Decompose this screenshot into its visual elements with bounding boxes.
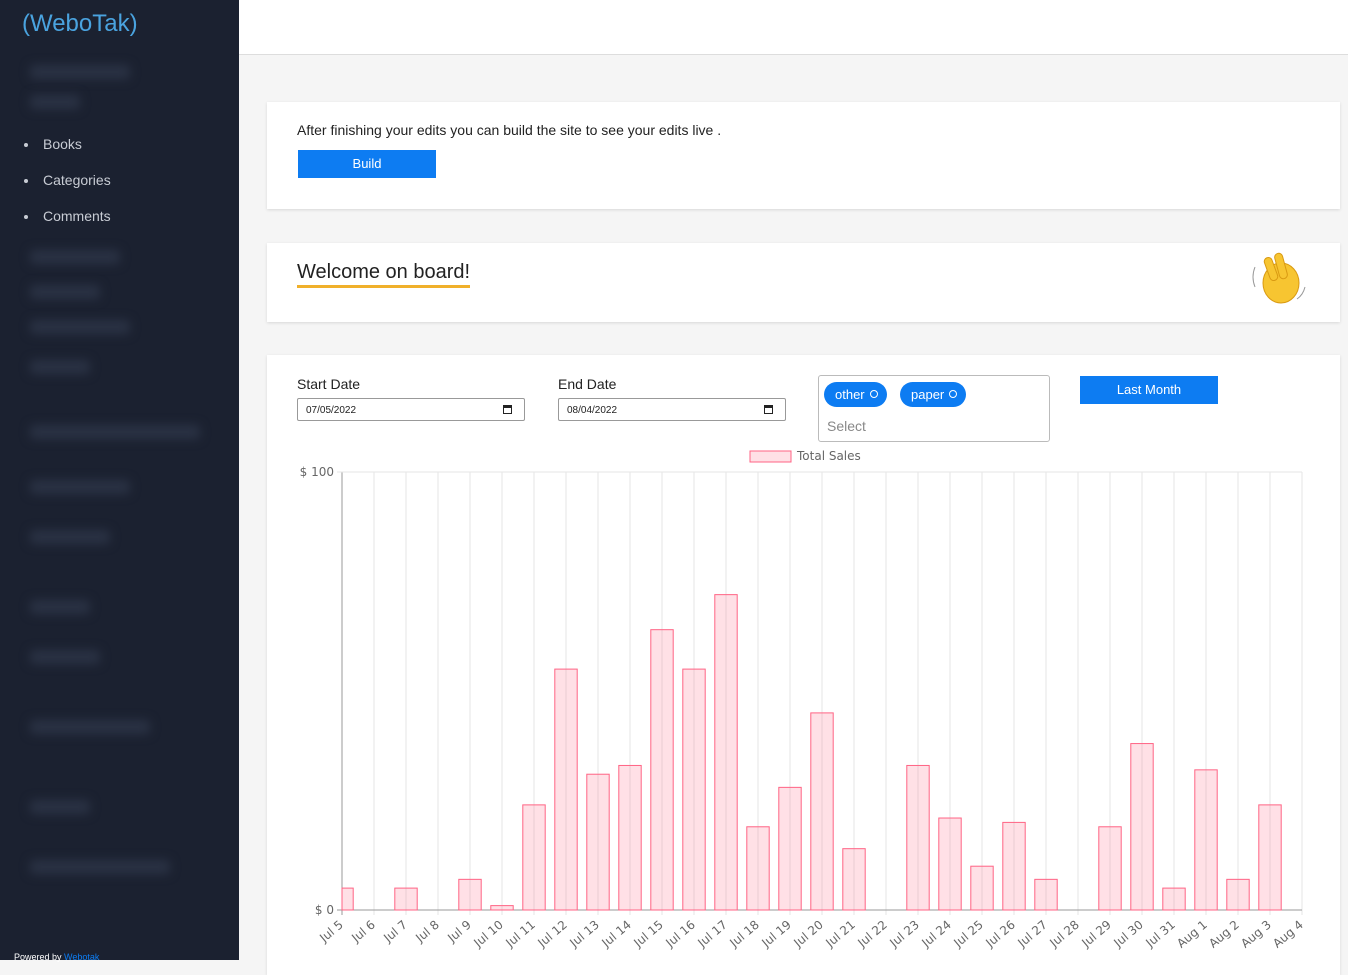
bar <box>490 905 514 911</box>
x-tick-label: Jul 9 <box>444 918 474 946</box>
start-date-input[interactable]: 07/05/2022 <box>297 398 525 421</box>
notice-card: After finishing your edits you can build… <box>267 102 1340 209</box>
bar <box>1034 878 1058 911</box>
x-tick-label: Jul 20 <box>790 918 825 951</box>
bar <box>746 826 770 911</box>
bar <box>554 668 578 911</box>
bar <box>522 804 546 911</box>
x-tick-label: Jul 27 <box>1014 918 1049 951</box>
welcome-card: Welcome on board! <box>267 243 1340 322</box>
logo[interactable]: (WeboTak) <box>22 10 138 37</box>
bar <box>1194 769 1218 911</box>
header <box>239 0 1348 55</box>
x-tick-label: Jul 23 <box>886 918 921 951</box>
x-tick-label: Jul 18 <box>726 918 761 951</box>
bar <box>1226 878 1250 911</box>
x-tick-label: Jul 26 <box>982 918 1017 951</box>
x-tick-label: Jul 13 <box>566 918 601 951</box>
x-tick-label: Jul 15 <box>630 918 665 951</box>
footer-text: Powered by <box>14 952 62 962</box>
x-tick-label: Jul 21 <box>822 918 857 951</box>
bar <box>938 817 962 911</box>
legend-swatch <box>749 450 792 463</box>
x-tick-label: Jul 31 <box>1142 918 1177 951</box>
menu-item[interactable]: Books <box>24 136 82 152</box>
x-tick-label: Jul 24 <box>918 918 953 951</box>
bar <box>650 629 674 911</box>
tag-chip[interactable]: other <box>824 382 887 407</box>
y-tick-label: $ 100 <box>300 465 334 479</box>
x-tick-label: Jul 22 <box>854 918 889 951</box>
x-tick-label: Jul 6 <box>348 918 378 946</box>
welcome-title: Welcome on board! <box>297 261 471 288</box>
x-tick-label: Jul 25 <box>950 918 985 951</box>
menu-item[interactable]: Comments <box>24 208 111 224</box>
x-tick-label: Jul 17 <box>694 918 729 951</box>
bar <box>778 786 802 911</box>
footer-link[interactable]: Webotak <box>64 952 100 962</box>
bar <box>1162 887 1186 911</box>
select-placeholder: Select <box>827 418 866 434</box>
bar <box>618 764 642 911</box>
start-label: Start Date <box>297 376 361 392</box>
bar <box>714 594 738 911</box>
bar <box>394 887 418 911</box>
bar <box>1258 804 1282 911</box>
x-tick-label: Aug 1 <box>1174 918 1210 951</box>
x-tick-label: Jul 5 <box>316 918 346 946</box>
bar <box>810 712 834 911</box>
bar <box>906 764 930 911</box>
bar <box>1002 821 1026 911</box>
bar <box>970 865 994 911</box>
end-label: End Date <box>558 376 617 392</box>
sidebar: (WeboTak) Books Categories Comments Powe… <box>0 0 239 962</box>
x-tick-label: Jul 14 <box>598 918 633 951</box>
x-tick-label: Jul 16 <box>662 918 697 951</box>
last-month-button[interactable]: Last Month <box>1080 376 1218 404</box>
build-button[interactable]: Build <box>298 150 436 178</box>
bar <box>341 887 354 911</box>
x-tick-label: Jul 12 <box>534 918 569 951</box>
bar <box>1130 743 1154 911</box>
y-tick-label: $ 0 <box>315 903 334 917</box>
x-tick-label: Jul 11 <box>502 918 537 951</box>
footer: Powered by Webotak <box>14 952 99 962</box>
x-tick-label: Jul 19 <box>758 918 793 951</box>
menu-item[interactable]: Categories <box>24 172 111 188</box>
end-date-input[interactable]: 08/04/2022 <box>558 398 786 421</box>
bar <box>842 848 866 911</box>
x-tick-label: Jul 8 <box>412 918 442 946</box>
x-tick-label: Aug 3 <box>1238 918 1274 951</box>
x-tick-label: Jul 30 <box>1110 918 1145 951</box>
bar <box>586 773 610 911</box>
chart-card: Start Date 07/05/2022 End Date 08/04/202… <box>267 355 1340 975</box>
x-tick-label: Jul 7 <box>380 918 410 946</box>
x-tick-label: Aug 4 <box>1270 918 1306 951</box>
legend-label: Total Sales <box>796 449 861 463</box>
wave-icon <box>1252 252 1306 304</box>
notice-text: After finishing your edits you can build… <box>297 122 722 138</box>
bar <box>458 878 482 911</box>
tag-select[interactable]: other paper Select <box>818 375 1050 442</box>
bar <box>682 668 706 911</box>
x-tick-label: Aug 2 <box>1206 918 1242 951</box>
x-tick-label: Jul 10 <box>470 918 505 951</box>
tag-chip[interactable]: paper <box>900 382 967 407</box>
x-tick-label: Jul 28 <box>1046 918 1081 951</box>
x-tick-label: Jul 29 <box>1078 918 1113 951</box>
bar <box>1098 826 1122 911</box>
